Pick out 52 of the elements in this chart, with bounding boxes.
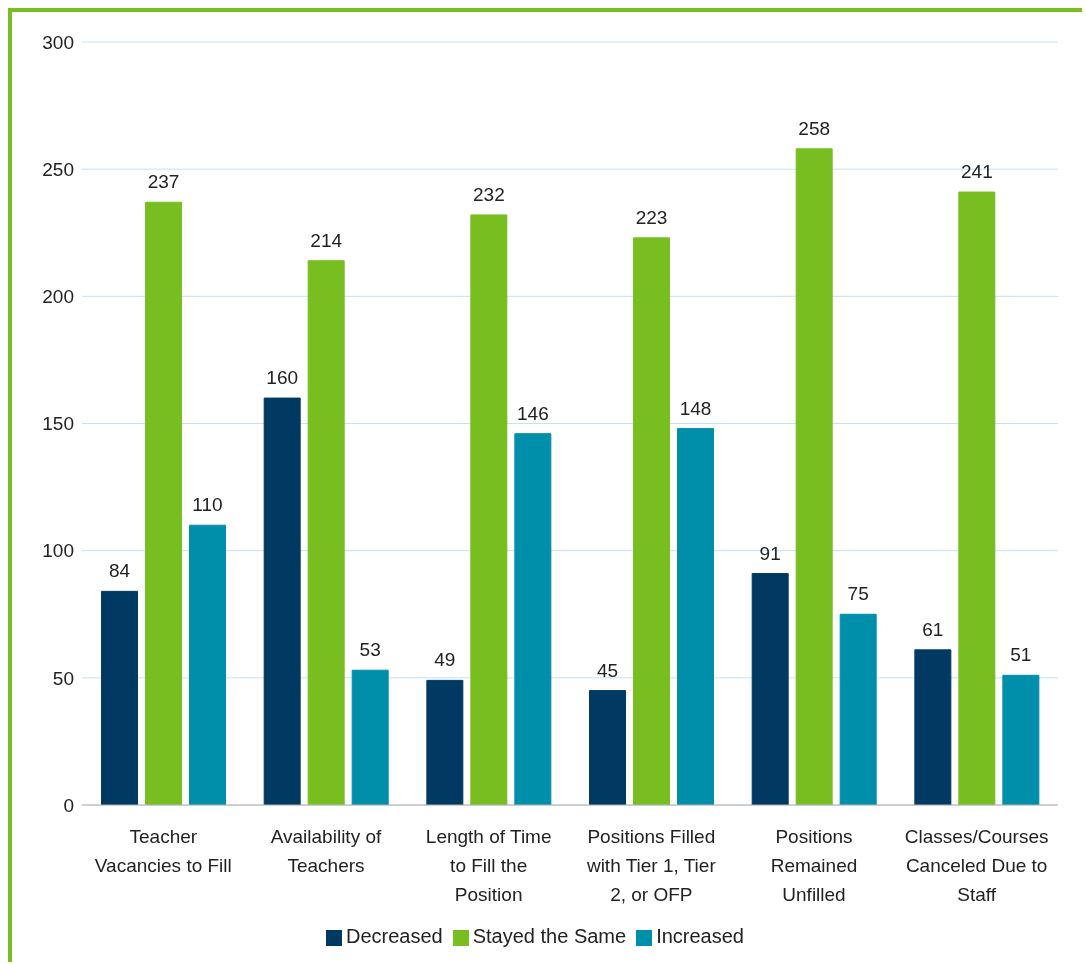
legend-label: Increased (656, 925, 744, 947)
bar (514, 433, 552, 805)
legend-label: Stayed the Same (472, 925, 627, 947)
data-label: 232 (473, 183, 505, 205)
bar (633, 237, 671, 805)
bar (914, 649, 952, 805)
data-label: 110 (192, 494, 223, 516)
legend-label: Decreased (346, 925, 443, 947)
data-label: 148 (679, 397, 712, 419)
bar (751, 573, 789, 805)
y-tick-label: 200 (42, 286, 74, 308)
data-label: 237 (147, 171, 180, 193)
data-label: 91 (759, 542, 781, 564)
x-tick-label: Teacher Vacancies to Fill (94, 826, 232, 876)
bar (470, 214, 508, 805)
bar (145, 201, 183, 805)
data-label: 53 (359, 639, 381, 661)
bar (307, 260, 345, 805)
x-tick-label: Length of Time to Fill the Position (425, 826, 552, 905)
data-label: 84 (108, 560, 131, 582)
y-tick-label: 0 (63, 794, 74, 816)
bar (958, 191, 996, 805)
data-label: 75 (847, 583, 869, 605)
data-label: 61 (922, 618, 944, 640)
bar (677, 428, 715, 805)
x-tick-label: Positions Remained Unfilled (770, 826, 858, 905)
bar (1002, 674, 1040, 805)
data-label: 258 (798, 117, 831, 139)
data-label: 146 (517, 402, 549, 424)
data-label: 214 (310, 229, 343, 251)
bar (839, 613, 877, 805)
bar (101, 590, 139, 805)
x-tick-label: Positions Filled with Tier 1, Tier 2, or OFP (585, 826, 717, 905)
data-label: 45 (596, 659, 619, 681)
data-label: 49 (434, 649, 456, 671)
bar (263, 397, 301, 805)
bar (189, 524, 227, 805)
bar (351, 669, 389, 805)
y-tick-label: 100 (42, 540, 74, 562)
y-tick-label: 150 (42, 413, 74, 435)
data-label: 241 (961, 161, 993, 183)
x-tick-label: Availability of Teachers (270, 826, 382, 876)
data-label: 51 (1010, 644, 1032, 666)
y-tick-label: 250 (42, 158, 74, 180)
bar (589, 690, 627, 805)
y-tick-label: 300 (42, 31, 74, 53)
data-label: 160 (266, 367, 299, 389)
bar (426, 679, 464, 805)
bar (795, 148, 833, 805)
y-tick-label: 50 (52, 667, 74, 689)
data-label: 223 (635, 206, 668, 228)
x-tick-label: Classes/Courses Canceled Due to Staff (904, 826, 1049, 905)
